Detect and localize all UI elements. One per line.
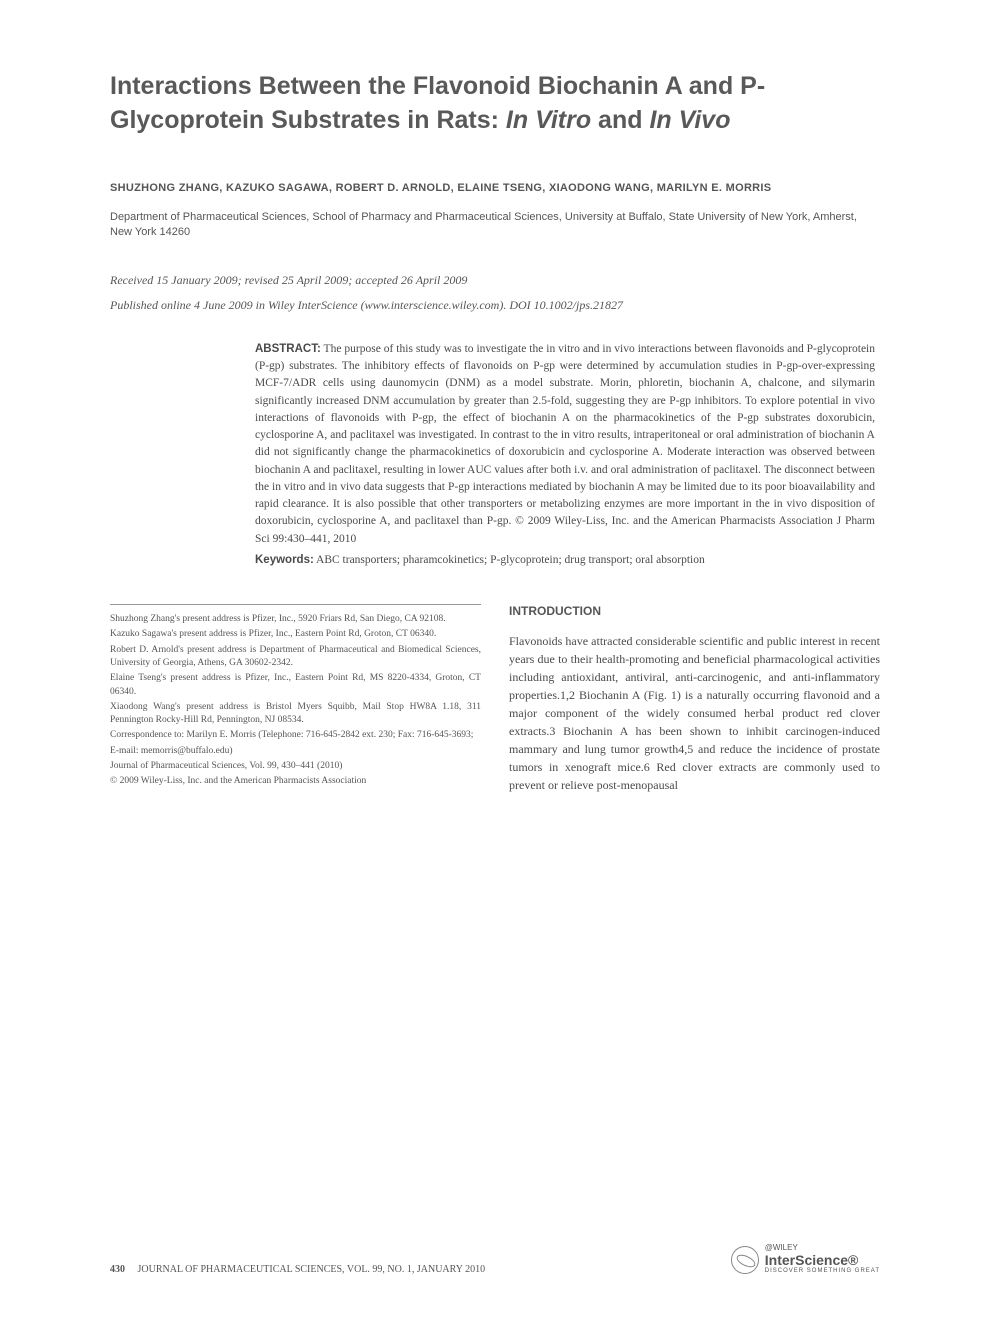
logo-main-text: InterScience® — [765, 1253, 880, 1268]
introduction-column: INTRODUCTION Flavonoids have attracted c… — [509, 604, 880, 794]
abstract-paragraph: ABSTRACT: The purpose of this study was … — [255, 341, 875, 548]
footnote-item: Journal of Pharmaceutical Sciences, Vol.… — [110, 760, 481, 773]
keywords-label: Keywords: — [255, 554, 314, 566]
page-number: 430 — [110, 1264, 125, 1275]
published-info: Published online 4 June 2009 in Wiley In… — [110, 298, 880, 313]
footnote-item: Robert D. Arnold's present address is De… — [110, 644, 481, 671]
affiliation-text: Department of Pharmaceutical Sciences, S… — [110, 210, 880, 241]
footnote-item: Kazuko Sagawa's present address is Pfize… — [110, 628, 481, 641]
footer-journal-info: 430 JOURNAL OF PHARMACEUTICAL SCIENCES, … — [110, 1264, 485, 1275]
abstract-body: The purpose of this study was to investi… — [255, 343, 875, 545]
keywords-paragraph: Keywords: ABC transporters; pharamcokine… — [255, 552, 875, 569]
page-footer: 430 JOURNAL OF PHARMACEUTICAL SCIENCES, … — [110, 1244, 880, 1275]
introduction-heading: INTRODUCTION — [509, 604, 880, 618]
footnote-item: Elaine Tseng's present address is Pfizer… — [110, 672, 481, 699]
received-dates: Received 15 January 2009; revised 25 Apr… — [110, 273, 880, 288]
keywords-body: ABC transporters; pharamcokinetics; P-gl… — [314, 554, 705, 566]
journal-citation: JOURNAL OF PHARMACEUTICAL SCIENCES, VOL.… — [138, 1264, 486, 1275]
title-italic-2: In Vivo — [649, 106, 730, 134]
logo-sub-text: DISCOVER SOMETHING GREAT — [765, 1268, 880, 1275]
abstract-section: ABSTRACT: The purpose of this study was … — [255, 341, 875, 569]
footnote-item: Xiaodong Wang's present address is Brist… — [110, 701, 481, 728]
abstract-label: ABSTRACT: — [255, 343, 321, 355]
footnotes-column: Shuzhong Zhang's present address is Pfiz… — [110, 604, 481, 794]
footnote-item: Shuzhong Zhang's present address is Pfiz… — [110, 613, 481, 626]
footnote-item: E-mail: memorris@buffalo.edu) — [110, 745, 481, 758]
globe-icon — [731, 1246, 759, 1274]
footnote-item: Correspondence to: Marilyn E. Morris (Te… — [110, 729, 481, 742]
interscience-logo: @WILEY InterScience® DISCOVER SOMETHING … — [731, 1244, 880, 1275]
authors-list: SHUZHONG ZHANG, KAZUKO SAGAWA, ROBERT D.… — [110, 180, 880, 197]
two-column-layout: Shuzhong Zhang's present address is Pfiz… — [110, 604, 880, 794]
introduction-text: Flavonoids have attracted considerable s… — [509, 632, 880, 794]
footnote-item: © 2009 Wiley-Liss, Inc. and the American… — [110, 775, 481, 788]
article-title: Interactions Between the Flavonoid Bioch… — [110, 70, 880, 138]
title-mid: and — [591, 106, 649, 134]
logo-text-block: @WILEY InterScience® DISCOVER SOMETHING … — [765, 1244, 880, 1275]
title-italic-1: In Vitro — [506, 106, 591, 134]
